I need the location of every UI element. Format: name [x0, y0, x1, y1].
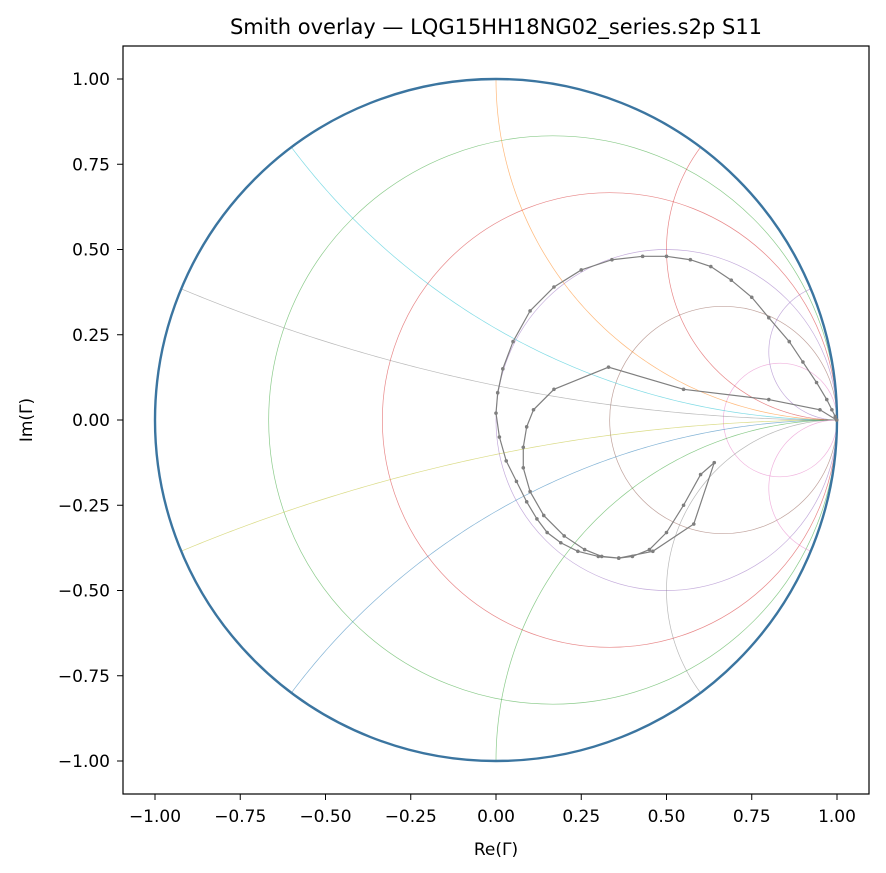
data-point	[545, 530, 549, 535]
y-axis-ticks: 1.00 0.75 0.50 0.25 0.00 −0.25 −0.50 −0.75 −1.00	[58, 70, 123, 772]
data-point	[524, 500, 529, 504]
data-point	[647, 547, 652, 552]
data-point	[801, 360, 805, 364]
data-point	[712, 460, 717, 465]
data-point	[610, 257, 614, 262]
x-tick-label: −1.00	[129, 807, 181, 827]
y-tick-label: 1.00	[72, 70, 110, 90]
x-tick-label: 0.25	[562, 807, 600, 827]
data-point	[834, 418, 839, 422]
data-point	[582, 547, 587, 552]
smith-grid	[181, 78, 838, 762]
data-point	[528, 309, 532, 313]
data-point	[818, 407, 822, 412]
x-tick-label: 0.75	[733, 807, 771, 827]
plot-area	[153, 77, 839, 763]
reactance-arc	[181, 419, 837, 552]
data-point	[579, 268, 584, 272]
data-point	[616, 556, 621, 560]
data-point	[688, 257, 693, 262]
data-point	[552, 387, 556, 392]
data-point	[495, 390, 500, 395]
data-point	[664, 254, 669, 259]
y-tick-label: 0.00	[72, 411, 110, 431]
data-point	[787, 339, 792, 344]
data-point	[681, 387, 686, 392]
reactance-arc	[768, 288, 837, 421]
data-point	[497, 435, 502, 439]
reactance-arc	[768, 419, 837, 552]
s11-series	[494, 254, 839, 560]
y-tick-label: −1.00	[58, 752, 110, 772]
chart-title: Smith overlay — LQG15HH18NG02_series.s2p…	[230, 15, 762, 40]
y-axis-label: Im(Γ)	[17, 398, 37, 442]
data-point	[749, 295, 754, 300]
x-tick-label: 0.50	[648, 807, 686, 827]
y-tick-label: −0.75	[58, 667, 110, 687]
x-tick-label: −0.75	[214, 807, 266, 827]
data-point	[576, 549, 580, 554]
data-point	[531, 407, 536, 412]
data-point	[767, 315, 771, 320]
reactance-arc	[291, 146, 837, 421]
data-point	[494, 411, 498, 415]
y-tick-label: 0.50	[72, 241, 110, 261]
reactance-arc	[291, 419, 837, 694]
data-point	[640, 254, 645, 259]
x-tick-label: −0.25	[385, 807, 437, 827]
data-point	[558, 540, 563, 545]
data-point	[729, 278, 734, 282]
data-point	[524, 425, 529, 429]
y-tick-label: −0.25	[58, 496, 110, 516]
data-point	[681, 503, 686, 508]
x-tick-label: 0.00	[477, 807, 515, 827]
data-point	[824, 397, 829, 402]
data-point	[691, 522, 696, 526]
data-point	[651, 549, 655, 554]
series-line	[495, 255, 838, 559]
x-tick-label: 1.00	[818, 807, 856, 827]
data-point	[664, 530, 669, 535]
data-point	[552, 285, 556, 289]
data-point	[767, 397, 771, 402]
y-tick-label: 0.75	[72, 155, 110, 175]
x-tick-label: −0.50	[299, 807, 351, 827]
data-point	[504, 459, 509, 463]
data-point	[535, 517, 539, 521]
x-axis-label: Re(Γ)	[474, 840, 518, 860]
data-point	[562, 534, 566, 538]
data-point	[528, 489, 532, 494]
data-point	[709, 264, 713, 269]
data-point	[511, 339, 515, 344]
reactance-arc	[495, 78, 837, 421]
data-point	[606, 365, 611, 369]
data-point	[630, 554, 635, 559]
data-point	[698, 472, 703, 477]
reactance-arc	[666, 419, 837, 694]
data-point	[541, 513, 546, 518]
data-point	[521, 445, 526, 450]
data-point	[830, 407, 834, 412]
data-point	[596, 554, 601, 559]
data-point	[501, 367, 505, 371]
x-axis-ticks: −1.00 −0.75 −0.50 −0.25 0.00 0.25 0.50 0.75 1.00	[129, 794, 856, 827]
y-tick-label: −0.50	[58, 582, 110, 602]
data-point	[599, 554, 604, 559]
data-point	[814, 380, 819, 385]
data-point	[833, 414, 838, 419]
reactance-arc	[495, 419, 837, 762]
data-point	[514, 479, 519, 484]
data-point	[521, 465, 526, 470]
y-tick-label: 0.25	[72, 326, 110, 346]
reactance-arc	[666, 146, 837, 421]
